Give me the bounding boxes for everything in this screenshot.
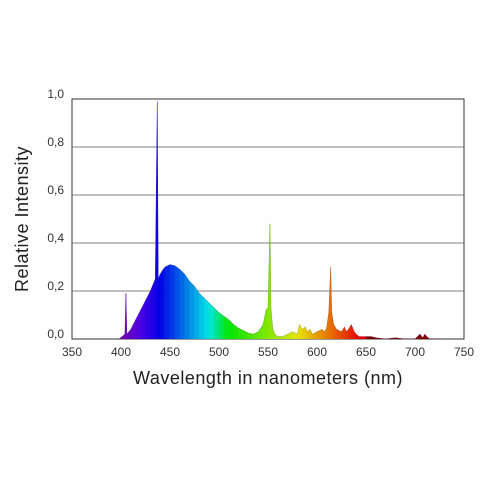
spectrum-segment [365,336,372,339]
y-axis-ticks: 0,0 0,2 0,4 0,6 0,8 1,0 [47,87,64,341]
spectrum-segment [169,264,176,339]
spectrum-segment [395,337,406,339]
y-tick-label: 1,0 [47,87,64,101]
spectrum-segment [179,268,185,339]
spectrum-segment [358,336,362,339]
y-axis-title: Relative Intensity [12,146,32,292]
spectrum-segment [199,292,205,339]
spectrum-segment [360,336,367,339]
spectrum-segment [164,264,171,339]
y-tick-label: 0,4 [47,231,64,245]
spectrum-segment [213,307,220,339]
x-tick-label: 750 [454,345,474,359]
x-axis-title: Wavelength in nanometers (nm) [133,368,403,388]
spectrum-line [118,101,445,339]
spectrum-segment [218,312,225,339]
spectrum-segment [208,302,215,339]
spectrum-segment [174,265,181,339]
x-tick-label: 700 [405,345,425,359]
spectrum-segment [194,285,200,339]
spectrum-segment [189,280,195,339]
spectrum-segment [375,337,386,339]
y-tick-label: 0,8 [47,135,64,149]
x-tick-label: 550 [258,345,278,359]
x-axis-ticks: 350 400 450 500 550 600 650 700 750 [62,345,474,359]
x-tick-label: 650 [356,345,376,359]
spectrum-segment [426,336,431,339]
x-tick-label: 350 [62,345,82,359]
x-tick-label: 600 [307,345,327,359]
spectrum-segment [265,307,269,339]
y-tick-label: 0,0 [47,327,64,341]
y-tick-label: 0,2 [47,279,64,293]
spectrum-segment [162,266,166,339]
spectrum-segment [204,297,210,339]
spectrum-segment [158,274,161,339]
x-tick-label: 400 [111,345,131,359]
plot-frame [71,98,465,340]
spectrum-segment [159,268,164,339]
spectrum-segment [277,336,283,339]
y-tick-label: 0,6 [47,183,64,197]
spectrum-fill [118,101,445,339]
x-tick-label: 500 [209,345,229,359]
x-tick-label: 450 [160,345,180,359]
spectrum-segment [184,273,190,339]
gridlines [72,146,464,292]
